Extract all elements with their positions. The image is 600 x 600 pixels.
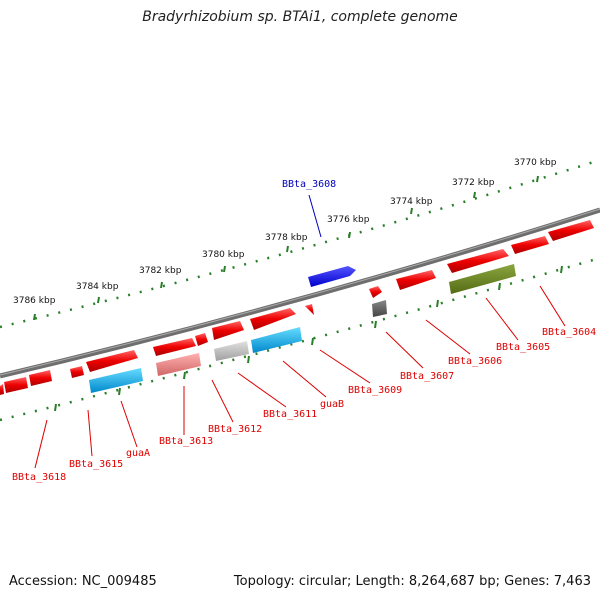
gene-edge [0, 384, 4, 395]
scale-label: 3774 kbp [390, 197, 433, 207]
feature-bbta-3612 [214, 341, 249, 361]
scale-label: 3784 kbp [76, 282, 119, 292]
leader-bbta-3608 [308, 194, 322, 238]
leader-bbta-3612 [211, 379, 234, 423]
gene-label-bbta-3615: BBta_3615 [69, 459, 123, 470]
backbone-highlight [0, 208, 600, 376]
gene-small-3607a [369, 286, 382, 298]
gene-bbta-3615 [86, 350, 138, 372]
gene-label-guab: guaB [320, 399, 344, 410]
gene-bbta-3604 [548, 220, 594, 241]
gene-label-bbta-3608: BBta_3608 [282, 179, 336, 190]
footer-accession: Accession: NC_009485 [9, 574, 157, 589]
gene-bbta-3612 [195, 333, 208, 346]
scale-label: 3786 kbp [13, 296, 56, 306]
gene-bbta-3618b [4, 377, 28, 393]
leader-guab [282, 360, 327, 398]
feature-bbta-3611 [251, 327, 302, 353]
leader-bbta-3609 [319, 349, 371, 384]
feature-bbta-3613 [156, 353, 201, 376]
gene-bbta-3607 [396, 270, 436, 290]
gene-bbta-3618a [29, 370, 52, 386]
feature-bbta-3607 [372, 300, 387, 317]
feature-guaa [89, 368, 143, 393]
gene-label-bbta-3613: BBta_3613 [159, 436, 213, 447]
scale-label: 3770 kbp [514, 158, 557, 168]
gene-label-bbta-3611: BBta_3611 [263, 409, 317, 420]
scale-label: 3778 kbp [265, 233, 308, 243]
gene-bbta-3609 [250, 308, 296, 330]
gene-label-bbta-3609: BBta_3609 [348, 385, 402, 396]
gene-label-bbta-3604: BBta_3604 [542, 327, 596, 338]
gene-bbta-3613 [153, 338, 196, 356]
outer-scale-major-ticks [33, 175, 539, 321]
genome-backbone [0, 207, 600, 379]
inner-scale-major-ticks [54, 265, 563, 412]
leader-guaa [120, 400, 138, 448]
scale-labels: 3770 kbp 3772 kbp 3774 kbp 3776 kbp 3778… [13, 158, 557, 306]
map-title: Bradyrhizobium sp. BTAi1, complete genom… [142, 9, 458, 25]
leader-bbta-3611 [237, 372, 287, 408]
scale-label: 3772 kbp [452, 178, 495, 188]
scale-label: 3782 kbp [139, 266, 182, 276]
feature-bbta-3605 [449, 264, 516, 294]
reverse-strand-features [89, 264, 516, 393]
gene-bbta-3605 [511, 236, 549, 254]
footer-topology: Topology: circular; Length: 8,264,687 bp… [233, 574, 591, 589]
gene-label-bbta-3606: BBta_3606 [448, 356, 502, 367]
leader-bbta-3604 [539, 285, 566, 327]
scale-label: 3780 kbp [202, 250, 245, 260]
leader-bbta-3606 [425, 319, 471, 355]
gene-small-guab [305, 304, 314, 315]
scale-label: 3776 kbp [327, 215, 370, 225]
gene-label-guaa: guaA [126, 448, 150, 459]
forward-strand-genes [0, 220, 594, 395]
leader-bbta-3618 [34, 419, 48, 469]
gene-bbta-3611 [212, 321, 244, 340]
leader-bbta-3607 [385, 331, 424, 369]
gene-label-bbta-3607: BBta_3607 [400, 371, 454, 382]
gene-small-gap [70, 366, 84, 378]
leader-lines [34, 194, 566, 469]
gene-bbta-3606 [447, 249, 509, 273]
leader-bbta-3615 [87, 409, 93, 457]
gene-label-bbta-3618: BBta_3618 [12, 472, 66, 483]
gene-label-bbta-3612: BBta_3612 [208, 424, 262, 435]
gene-labels: BBta_3604 BBta_3605 BBta_3606 BBta_3607 … [12, 179, 596, 483]
gene-label-bbta-3605: BBta_3605 [496, 342, 550, 353]
gene-bbta-3608 [308, 266, 356, 287]
leader-bbta-3605 [485, 297, 519, 341]
